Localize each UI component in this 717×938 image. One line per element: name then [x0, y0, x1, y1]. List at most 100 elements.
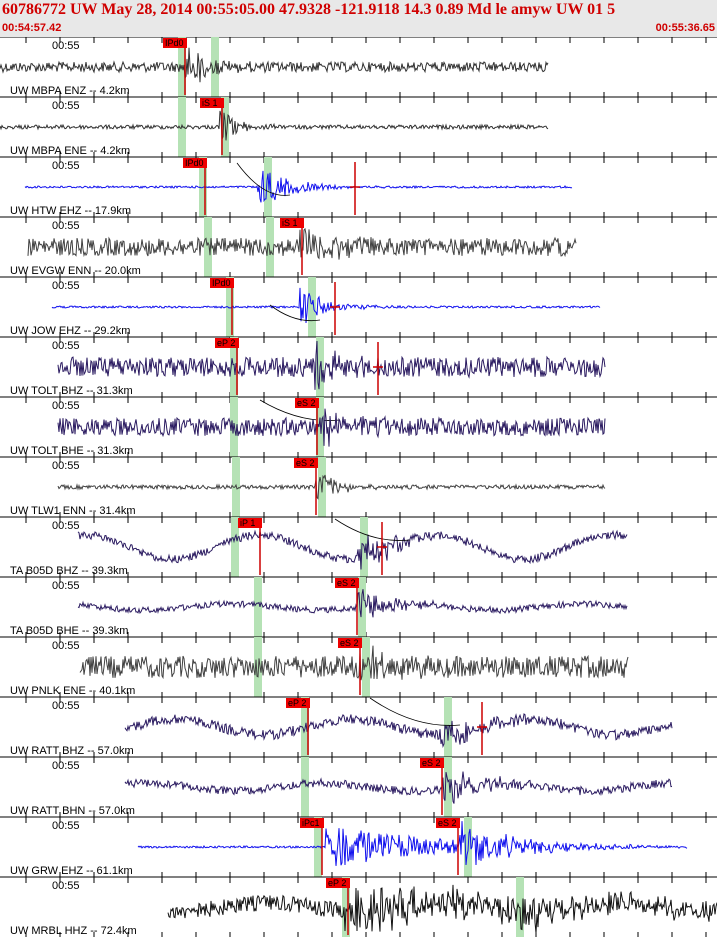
- trace-time-label: 00:55: [52, 160, 80, 172]
- station-label: UW TOLT BHZ -- 31.3km: [10, 385, 133, 397]
- trace-time-label: 00:55: [52, 220, 80, 232]
- trace-row[interactable]: eS 2 00:55 UW TLW1 ENN -- 31.4km: [0, 456, 717, 517]
- pick-label: eS 2: [438, 818, 457, 828]
- waveform-trace[interactable]: [79, 645, 629, 681]
- travel-time-curve: [369, 697, 461, 726]
- pick-label: IPd0: [165, 38, 184, 48]
- pick-flag[interactable]: [335, 578, 359, 588]
- waveform-trace[interactable]: [57, 340, 606, 390]
- station-label: UW EVGW ENN -- 20.0km: [10, 265, 141, 277]
- station-label: UW RATT BHN -- 57.0km: [10, 805, 135, 817]
- waveform-trace[interactable]: [167, 884, 717, 934]
- trace-row[interactable]: iS 1 00:55 UW MBPA ENE -- 4.2km: [0, 96, 717, 157]
- pick-flag[interactable]: [183, 158, 207, 168]
- pick-flag[interactable]: [210, 278, 234, 288]
- trace-row[interactable]: eS 2 00:55 UW RATT BHN -- 57.0km: [0, 756, 717, 817]
- waveform-trace[interactable]: [0, 110, 549, 141]
- waveform-trace[interactable]: [77, 529, 628, 570]
- trace-row[interactable]: iS 1 00:55 UW EVGW ENN -- 20.0km: [0, 216, 717, 277]
- pick-flag[interactable]: [215, 338, 239, 348]
- travel-time-curve: [259, 399, 341, 421]
- trace-time-label: 00:55: [52, 580, 80, 592]
- pick-flag[interactable]: [338, 638, 362, 648]
- waveform-trace[interactable]: [124, 771, 673, 804]
- station-label: UW MBPA ENZ -- 4.2km: [10, 85, 130, 97]
- pick-label: eS 2: [296, 458, 315, 468]
- waveform-trace[interactable]: [57, 408, 606, 447]
- pick-label: eP 2: [217, 338, 235, 348]
- seismogram-panel[interactable]: IPd0 00:55 UW MBPA ENZ -- 4.2km iS 1 00:55 UW…: [0, 37, 717, 938]
- predicted-arrival-band: [444, 757, 452, 817]
- waveform-trace[interactable]: [77, 589, 628, 618]
- trace-row[interactable]: IPd0 00:55 UW JOW EHZ -- 29.2km: [0, 276, 717, 337]
- trace-time-label: 00:55: [52, 100, 80, 112]
- trace-row[interactable]: eS 2 00:55 TA B05D BHE -- 39.3km: [0, 576, 717, 637]
- pick-flag[interactable]: [326, 878, 350, 888]
- trace-time-label: 00:55: [52, 520, 80, 532]
- pick-flag[interactable]: [286, 698, 310, 708]
- trace-row[interactable]: IPd0 00:55 UW MBPA ENZ -- 4.2km: [0, 37, 717, 97]
- predicted-arrival-band: [204, 217, 212, 277]
- waveform-trace[interactable]: [0, 47, 549, 83]
- trace-time-label: 00:55: [52, 700, 80, 712]
- trace-time-label: 00:55: [52, 880, 80, 892]
- pick-label: iS 1: [282, 218, 298, 228]
- pick-flag[interactable]: [280, 218, 304, 228]
- station-label: UW GRW EHZ -- 61.1km: [10, 865, 133, 877]
- predicted-arrival-band: [301, 757, 309, 817]
- station-label: TA B05D BHZ -- 39.3km: [10, 565, 128, 577]
- station-label: UW TLW1 ENN -- 31.4km: [10, 505, 136, 517]
- waveform-trace[interactable]: [57, 474, 606, 500]
- trace-row[interactable]: iP 1 00:55 TA B05D BHZ -- 39.3km: [0, 516, 717, 577]
- station-label: UW HTW EHZ -- 17.9km: [10, 205, 131, 217]
- station-label: TA B05D BHE -- 39.3km: [10, 625, 128, 637]
- predicted-arrival-band: [516, 877, 524, 937]
- predicted-arrival-band: [226, 277, 234, 337]
- pick-flag[interactable]: [200, 98, 224, 108]
- station-label: UW MRBL HHZ -- 72.4km: [10, 925, 137, 937]
- waveform-trace[interactable]: [124, 713, 673, 749]
- predicted-arrival-band: [314, 817, 322, 877]
- trace-time-label: 00:55: [52, 340, 80, 352]
- pick-flag[interactable]: [163, 38, 187, 48]
- trace-time-label: 00:55: [52, 400, 80, 412]
- pick-flag[interactable]: [300, 818, 324, 828]
- pick-label: iS 1: [202, 98, 218, 108]
- predicted-arrival-band: [316, 397, 324, 457]
- trace-time-label: 00:55: [52, 760, 80, 772]
- pick-flag[interactable]: [294, 458, 318, 468]
- trace-time-label: 00:55: [52, 280, 80, 292]
- pick-flag[interactable]: [238, 518, 262, 528]
- event-title: 60786772 UW May 28, 2014 00:55:05.00 47.…: [2, 1, 616, 18]
- trace-row[interactable]: eP 2 00:55 UW TOLT BHZ -- 31.3km: [0, 336, 717, 421]
- trace-row[interactable]: eP 2 00:55 UW RATT BHZ -- 57.0km: [0, 696, 717, 757]
- pick-label: IPd0: [185, 158, 204, 168]
- waveform-trace[interactable]: [24, 170, 573, 203]
- trace-time-label: 00:55: [52, 640, 80, 652]
- trace-row[interactable]: eP 2 00:55 UW MRBL HHZ -- 72.4km: [0, 876, 717, 937]
- station-label: UW RATT BHZ -- 57.0km: [10, 745, 134, 757]
- pick-label: eS 2: [422, 758, 441, 768]
- trace-time-label: 00:55: [52, 460, 80, 472]
- waveform-trace[interactable]: [137, 821, 688, 866]
- pick-label: iP 1: [240, 518, 255, 528]
- predicted-arrival-band: [264, 157, 272, 217]
- pick-label: iPc1: [302, 818, 320, 828]
- travel-time-curve: [269, 304, 321, 322]
- trace-row[interactable]: eS 2 00:55 UW PNLK ENE -- 40.1km: [0, 636, 717, 697]
- predicted-arrival-band: [254, 637, 262, 697]
- waveform-trace[interactable]: [51, 287, 601, 324]
- pick-flag[interactable]: [420, 758, 444, 768]
- trace-row[interactable]: IPd0 00:55 UW HTW EHZ -- 17.9km: [0, 156, 717, 217]
- pick-label: eP 2: [328, 878, 346, 888]
- pick-label: eS 2: [337, 578, 356, 588]
- trace-row[interactable]: iPc1 eS 2 00:55 UW GRW EHZ -- 61.1km: [0, 816, 717, 877]
- pick-flag[interactable]: [436, 818, 460, 828]
- event-header: 60786772 UW May 28, 2014 00:55:05.00 47.…: [0, 0, 717, 37]
- pick-flag[interactable]: [295, 398, 319, 408]
- pick-label: eS 2: [340, 638, 359, 648]
- station-label: UW MBPA ENE -- 4.2km: [10, 145, 130, 157]
- predicted-arrival-band: [308, 277, 316, 337]
- travel-time-curve: [334, 518, 411, 541]
- trace-row[interactable]: eS 2 00:55 UW TOLT BHE -- 31.3km: [0, 396, 717, 457]
